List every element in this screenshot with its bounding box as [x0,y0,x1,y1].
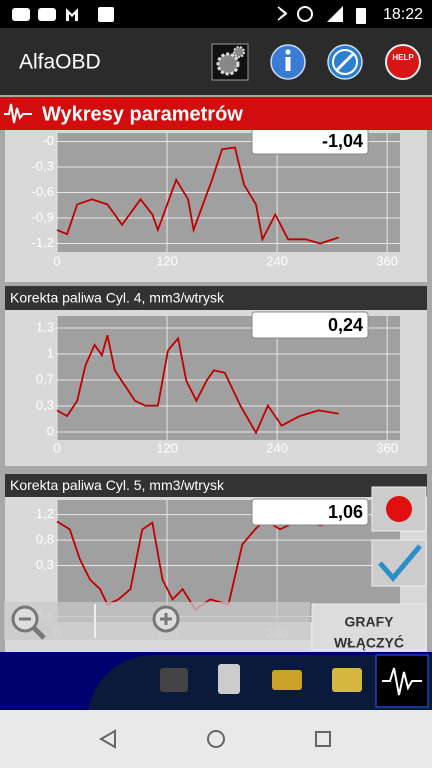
y-tick-label: -0,9 [32,209,54,224]
panel-title-bar [5,474,427,497]
web-button[interactable] [327,44,363,80]
x-tick-label: 360 [376,440,398,455]
chart-panel: Korekta paliwa Cyl. 4, mm3/wtrysk 1,3 1 0,7… [5,286,427,466]
y-tick-label: 1 [47,345,54,360]
status-icons [12,6,366,24]
data-line [56,146,339,245]
y-tick-label: -0,6 [32,184,54,199]
screen-header [0,97,432,130]
value-box [251,311,369,339]
value-box [251,498,369,526]
zoom-out-button[interactable] [11,605,46,640]
x-tick-label: 240 [266,253,288,268]
panel-title-bar [5,286,427,310]
x-tick-label: 360 [376,253,398,268]
y-tick-label: 0,7 [36,371,54,386]
settings-button[interactable] [211,43,249,81]
x-tick-label: 240 [266,440,288,455]
y-tick-label: -1,2 [32,235,54,250]
panel-title: Korekta paliwa Cyl. 5, mm3/wtrysk [10,477,225,493]
chart-panel: -0 -0,3 -0,6 -0,9 -1,2 0 120 240 360 -1,04 [5,127,427,282]
y-tick-label: 0,8 [36,532,54,547]
x-tick-label: 120 [156,253,178,268]
status-bar [0,0,432,28]
x-tick-label: 0 [53,440,60,455]
back-button[interactable] [98,729,116,749]
current-value: -1,04 [322,131,363,151]
check-button[interactable] [371,539,427,587]
y-tick-label: 0,3 [36,397,54,412]
x-tick-label: 120 [156,440,178,455]
help-button[interactable] [385,44,421,80]
graphs-label: GRAFY [345,614,395,630]
x-tick-label: 0 [53,253,60,268]
info-button[interactable] [270,44,306,80]
y-tick-label: 1,3 [36,319,54,334]
screen-title: Wykresy parametrów [42,103,243,125]
current-value: 1,06 [328,502,363,522]
y-tick-label: 1,2 [36,506,54,521]
chart-panel: Korekta paliwa Cyl. 5, mm3/wtrysk 1,2 0,8 0… [5,474,427,652]
app-title: AlfaOBD [19,51,101,74]
zoom-in-button[interactable] [152,605,180,633]
current-value: 0,24 [328,315,363,335]
help-label: HELP [392,53,414,62]
graphs-label: WŁĄCZYĆ [334,634,404,651]
panel-title: Korekta paliwa Cyl. 4, mm3/wtrysk [10,290,225,306]
y-tick-label: -0 [42,133,54,148]
clock: 18:22 [383,6,423,23]
toolbar-icons[interactable] [160,654,429,708]
record-button[interactable] [371,486,427,532]
home-button[interactable] [207,730,225,748]
data-line [56,334,339,435]
y-tick-label: 0,3 [36,557,54,572]
nav-bar [0,710,432,768]
y-tick-label: 0 [47,423,54,438]
graphs-button[interactable] [311,603,427,651]
recents-button[interactable] [315,731,331,747]
header-icon [4,103,32,124]
y-tick-label: -0,3 [32,158,54,173]
